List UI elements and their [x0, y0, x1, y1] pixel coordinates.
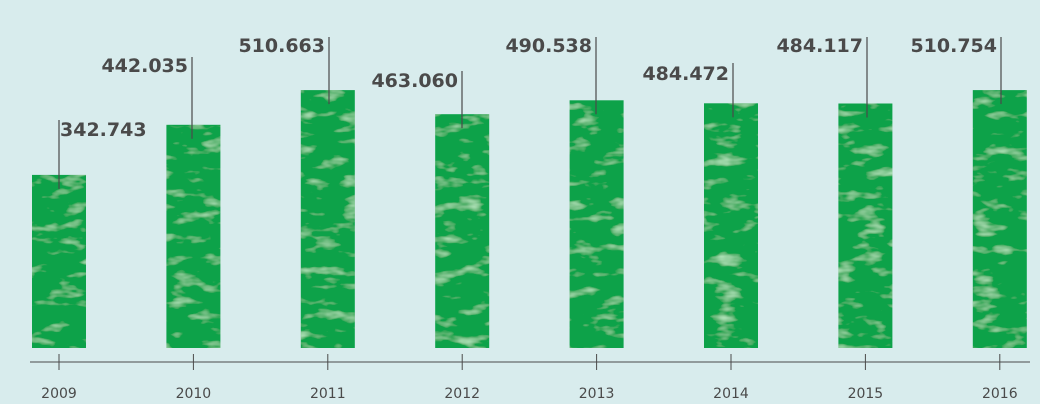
bars-group: [32, 90, 1027, 348]
x-tick-label: 2012: [444, 386, 480, 402]
bar-2010: [166, 124, 221, 348]
bar-2014: [704, 103, 758, 348]
data-label: 484.472: [642, 63, 729, 85]
data-label: 463.060: [371, 70, 458, 92]
data-labels-group: 342.743 442.035 510.663 463.060 490.538 484.4…: [60, 35, 997, 141]
x-tick-label: 2013: [579, 386, 615, 402]
data-label: 342.743: [60, 119, 147, 141]
bar-2013: [569, 100, 624, 348]
x-tick-label: 2014: [713, 386, 749, 402]
data-label: 510.663: [238, 35, 325, 57]
x-tick-label: 2016: [982, 386, 1018, 402]
data-label: 510.754: [910, 35, 997, 57]
x-ticks-group: 2009 2010 2011 2012 2013 2014 2015 2016: [41, 354, 1018, 402]
x-tick-label: 2009: [41, 386, 77, 402]
data-label: 484.117: [776, 35, 863, 57]
bar-2012: [435, 114, 490, 348]
leader-lines-group: [58, 37, 1002, 189]
bar-2015: [838, 103, 893, 348]
x-tick-label: 2011: [310, 386, 346, 402]
x-tick-label: 2010: [176, 386, 212, 402]
bar-2009: [32, 174, 86, 348]
data-label: 490.538: [505, 35, 592, 57]
x-tick-label: 2015: [848, 386, 884, 402]
bar-2011: [300, 90, 355, 348]
bar-2016: [972, 90, 1027, 348]
data-label: 442.035: [101, 55, 188, 77]
